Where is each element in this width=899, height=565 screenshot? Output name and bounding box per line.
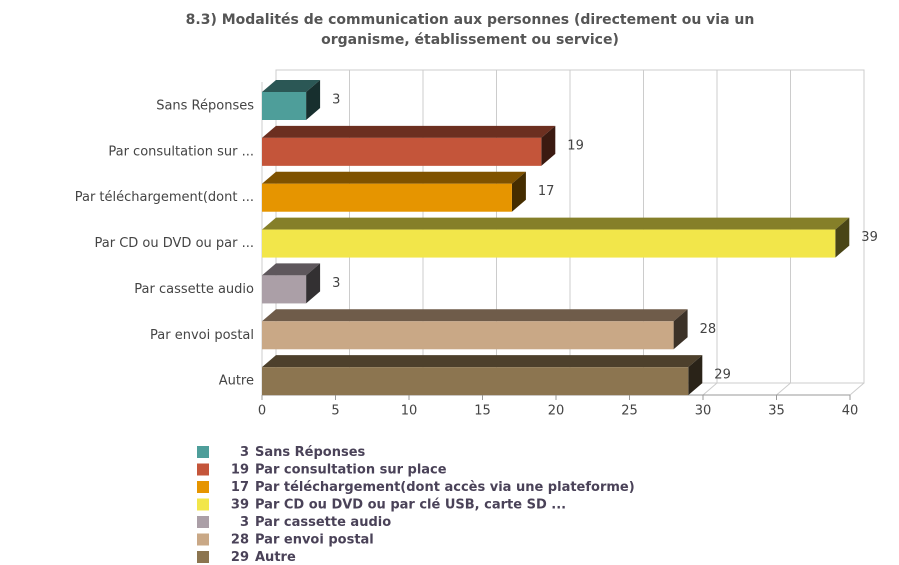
bar-side bbox=[835, 217, 850, 258]
legend-swatch bbox=[197, 446, 209, 458]
grid-line bbox=[849, 382, 865, 396]
data-label: 3 bbox=[332, 276, 340, 291]
x-tick-label: 40 bbox=[842, 404, 859, 419]
legend-entry: 39 Par CD ou DVD ou par clé USB, carte SD… bbox=[231, 497, 566, 512]
bar-side bbox=[688, 355, 703, 396]
legend-label: Par téléchargement(dont accès via une pl… bbox=[255, 480, 635, 495]
x-tick-label: 15 bbox=[474, 404, 491, 419]
bar-side bbox=[306, 80, 321, 120]
bar bbox=[262, 92, 307, 120]
legend-swatch bbox=[197, 516, 209, 528]
legend-label: Par envoi postal bbox=[255, 532, 374, 547]
bar-top bbox=[262, 263, 321, 276]
legend-swatch bbox=[197, 533, 209, 546]
bar-side bbox=[511, 171, 526, 212]
legend-swatch bbox=[197, 498, 209, 511]
legend-label: Par CD ou DVD ou par clé USB, carte SD .… bbox=[255, 497, 566, 512]
x-tick-label: 20 bbox=[548, 404, 565, 419]
x-tick-label: 35 bbox=[768, 404, 785, 419]
bar bbox=[262, 275, 307, 304]
legend-label: Par cassette audio bbox=[255, 515, 391, 530]
x-tick-label: 25 bbox=[621, 404, 638, 419]
bar-top bbox=[262, 80, 321, 92]
legend-value: 3 bbox=[240, 445, 249, 460]
legend-value: 39 bbox=[231, 497, 249, 512]
x-tick-label: 0 bbox=[258, 404, 266, 419]
legend-value: 28 bbox=[231, 532, 249, 547]
y-tick-label: Sans Réponses bbox=[156, 99, 254, 114]
bar-top bbox=[262, 309, 688, 322]
y-tick-label: Par consultation sur ... bbox=[108, 144, 254, 159]
data-label: 39 bbox=[861, 230, 878, 245]
bar bbox=[262, 229, 836, 258]
legend-entry: 3 Par cassette audio bbox=[240, 515, 391, 530]
y-tick-label: Par CD ou DVD ou par ... bbox=[95, 236, 254, 251]
legend-label: Autre bbox=[255, 550, 296, 565]
legend-swatch bbox=[197, 463, 209, 476]
bar-top bbox=[262, 217, 850, 230]
bar bbox=[262, 137, 542, 166]
legend-entry: 28 Par envoi postal bbox=[231, 532, 374, 547]
legend-entry: 17 Par téléchargement(dont accès via une … bbox=[231, 480, 635, 495]
grid-line bbox=[776, 382, 791, 396]
bar bbox=[262, 183, 512, 212]
legend-value: 17 bbox=[231, 480, 249, 495]
y-tick-label: Par téléchargement(dont ... bbox=[75, 190, 254, 205]
chart-title: organisme, établissement ou service) bbox=[321, 32, 619, 48]
y-tick-label: Par cassette audio bbox=[134, 282, 254, 297]
grid-line bbox=[702, 382, 718, 396]
bar bbox=[262, 321, 674, 350]
x-tick-label: 30 bbox=[695, 404, 712, 419]
x-tick-label: 10 bbox=[401, 404, 418, 419]
bar-side bbox=[306, 263, 321, 304]
data-label: 3 bbox=[332, 93, 340, 108]
bar-top bbox=[262, 125, 556, 138]
legend-value: 29 bbox=[231, 550, 249, 565]
bar-top bbox=[262, 171, 526, 184]
bar-top bbox=[262, 355, 703, 368]
legend-entry: 3 Sans Réponses bbox=[240, 445, 366, 460]
legend-label: Sans Réponses bbox=[255, 445, 366, 460]
data-label: 17 bbox=[538, 184, 555, 199]
legend-swatch bbox=[197, 551, 209, 563]
legend-swatch bbox=[197, 481, 209, 493]
x-tick-label: 5 bbox=[331, 404, 339, 419]
data-label: 28 bbox=[700, 322, 717, 337]
bar-side bbox=[673, 309, 688, 350]
legend-entry: 19 Par consultation sur place bbox=[231, 462, 447, 477]
y-tick-label: Par envoi postal bbox=[150, 328, 254, 343]
legend-value: 19 bbox=[231, 462, 249, 477]
bar-side bbox=[541, 125, 556, 166]
legend-value: 3 bbox=[240, 515, 249, 530]
data-label: 19 bbox=[567, 138, 584, 153]
bar bbox=[262, 367, 689, 396]
legend-label: Par consultation sur place bbox=[255, 462, 447, 477]
y-tick-label: Autre bbox=[219, 374, 254, 389]
legend-entry: 29 Autre bbox=[231, 550, 296, 565]
chart-title: 8.3) Modalités de communication aux pers… bbox=[186, 12, 755, 28]
data-label: 29 bbox=[714, 368, 731, 383]
